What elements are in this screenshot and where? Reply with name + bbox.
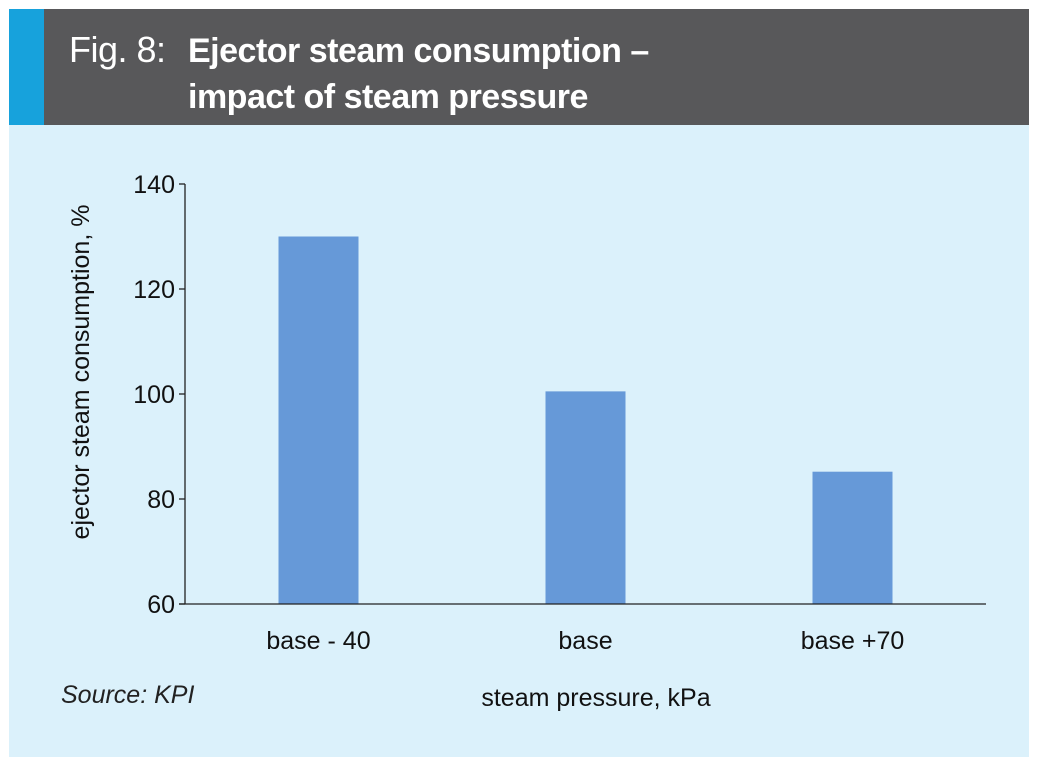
figure-header: Fig. 8: Ejector steam consumption – impa… — [9, 9, 1029, 125]
y-axis-title: ejector steam consumption, % — [67, 205, 95, 540]
figure: Fig. 8: Ejector steam consumption – impa… — [9, 9, 1029, 757]
x-ticks-group: base - 40 base base +70 — [266, 627, 904, 655]
bars-group — [278, 236, 893, 604]
y-tick-label: 120 — [133, 276, 175, 304]
bar-chart: 60 80 100 120 140 base - 40 base base +70 ejec… — [67, 171, 986, 712]
y-tick-label: 140 — [133, 171, 175, 199]
x-axis-title: steam pressure, kPa — [481, 684, 710, 712]
x-tick-label: base — [558, 627, 612, 655]
figure-title: Ejector steam consumption – impact of st… — [188, 28, 649, 120]
figure-title-line-2: impact of steam pressure — [188, 78, 588, 116]
bar-2 — [545, 391, 626, 604]
y-tick-label: 80 — [147, 486, 175, 514]
x-tick-label: base - 40 — [266, 627, 370, 655]
y-ticks-group: 60 80 100 120 140 — [133, 171, 185, 619]
y-tick-label: 60 — [147, 591, 175, 619]
bar-3 — [812, 471, 893, 604]
bar-1 — [278, 236, 359, 604]
y-tick-label: 100 — [133, 381, 175, 409]
figure-label: Fig. 8: — [69, 29, 166, 70]
header-accent-bar — [9, 9, 44, 125]
x-tick-label: base +70 — [801, 627, 905, 655]
source-note: Source: KPI — [61, 681, 195, 709]
figure-title-line-1: Ejector steam consumption – — [188, 32, 649, 70]
chart-panel: 60 80 100 120 140 base - 40 base base +70 ejec… — [9, 125, 1029, 757]
